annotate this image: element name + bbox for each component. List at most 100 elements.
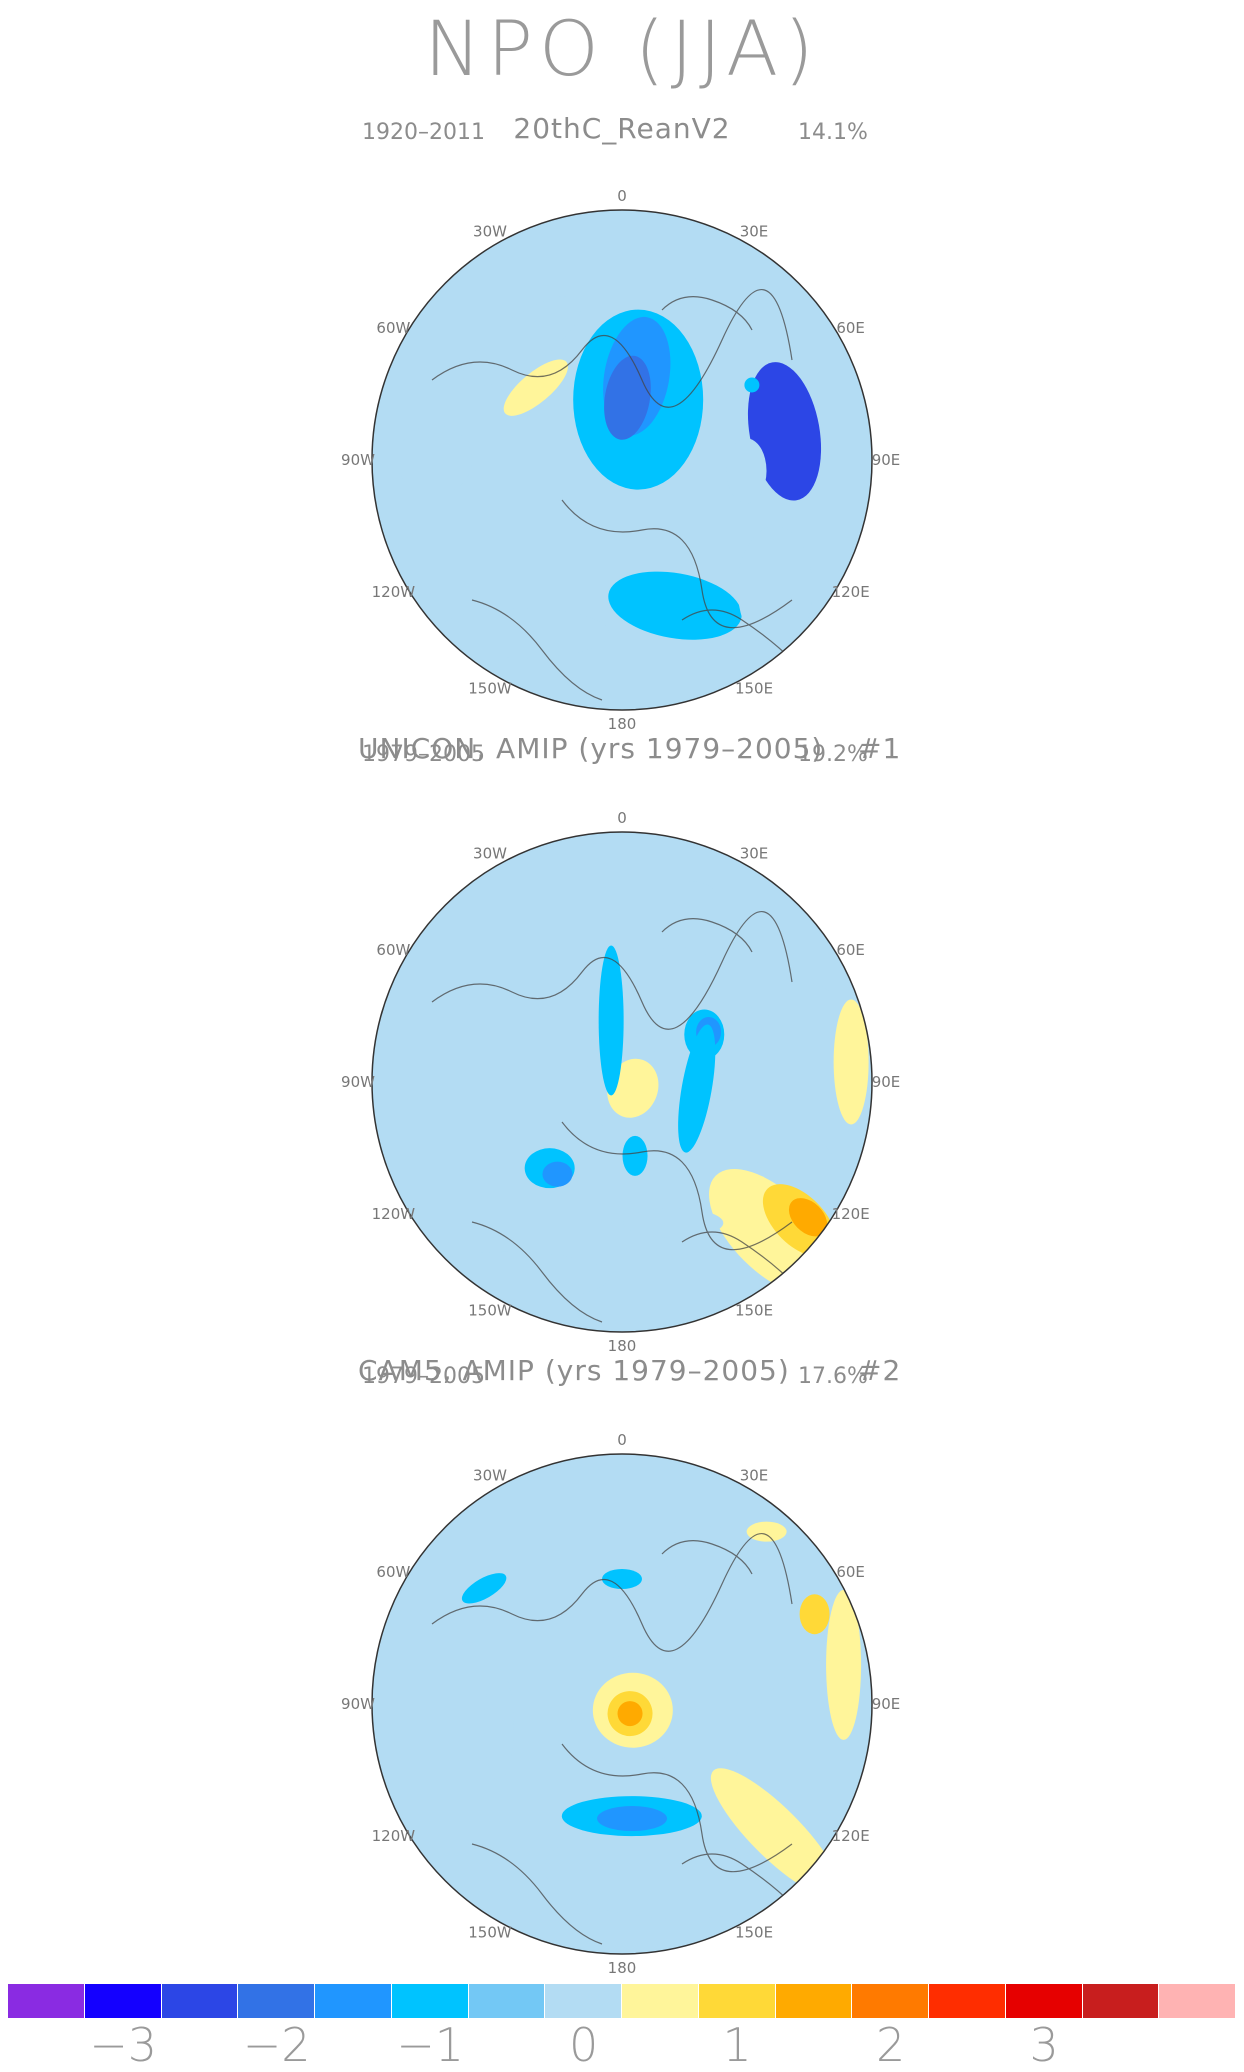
longitude-label: 0 bbox=[617, 1434, 627, 1449]
anomaly-contour bbox=[608, 571, 742, 640]
colorbar-tick-label: 3 bbox=[1029, 2018, 1059, 2072]
longitude-label: 60E bbox=[836, 1563, 865, 1581]
colorbar-swatch bbox=[315, 1984, 392, 2018]
longitude-label: 30W bbox=[473, 1466, 507, 1484]
longitude-label: 60E bbox=[836, 319, 865, 337]
anomaly-contour bbox=[597, 1806, 668, 1832]
longitude-label: 90E bbox=[872, 451, 901, 469]
anomaly-contour bbox=[694, 266, 750, 307]
longitude-label: 150W bbox=[468, 1924, 512, 1942]
polar-map: 180 150E 120E 90E 60E 30E 0 30W 60W 90W 120W 150W bbox=[341, 1434, 901, 1974]
figure-title: NPO (JJA) bbox=[424, 4, 820, 93]
colorbar-swatch bbox=[1005, 1984, 1083, 2018]
longitude-label: 0 bbox=[617, 812, 627, 827]
anomaly-contour bbox=[661, 945, 759, 1009]
anomaly-contour bbox=[434, 608, 610, 659]
colorbar-swatch bbox=[161, 1984, 239, 2018]
anomaly-contour bbox=[788, 1198, 828, 1237]
longitude-label: 30E bbox=[740, 222, 769, 240]
longitude-label: 180 bbox=[608, 715, 637, 730]
longitude-label: 150W bbox=[468, 1302, 512, 1320]
polar-map: 180 150E 120E 90E 60E 30E 0 30W 60W 90W 120W 150W bbox=[341, 812, 900, 1352]
coastline bbox=[431, 1533, 833, 1945]
anomaly-contour bbox=[598, 945, 624, 1096]
longitude-label: 120W bbox=[372, 1827, 416, 1845]
longitude-label: 180 bbox=[608, 1959, 637, 1974]
map-border bbox=[371, 1453, 873, 1955]
panel-number: #1 bbox=[858, 732, 902, 765]
colorbar-swatch bbox=[929, 1984, 1006, 2018]
anomaly-contour bbox=[826, 1589, 862, 1740]
colorbar-tick-label: 1 bbox=[722, 2018, 752, 2072]
longitude-label: 150W bbox=[468, 680, 512, 698]
polar-map: 180 150E 120E 90E 60E 30E 0 30W 60W 90W 120W 150W bbox=[341, 190, 901, 730]
anomaly-contour bbox=[604, 355, 651, 440]
anomaly-contour bbox=[744, 377, 760, 393]
longitude-label: 60W bbox=[376, 941, 410, 959]
panel-title: 20thC_ReanV2 bbox=[513, 112, 731, 145]
longitude-label: 120E bbox=[832, 1205, 870, 1223]
longitude-label: 120W bbox=[372, 1205, 416, 1223]
explained-variance: 19.2% bbox=[798, 742, 868, 767]
anomaly-contour bbox=[483, 1670, 514, 1781]
colorbar-swatch bbox=[391, 1984, 469, 2018]
colorbar-swatch bbox=[468, 1984, 546, 2018]
panel-number: #2 bbox=[858, 1354, 902, 1387]
longitude-label: 90W bbox=[341, 1073, 375, 1091]
colorbar-swatch bbox=[852, 1984, 929, 2018]
anomaly-contour bbox=[799, 1594, 830, 1635]
anomaly-contour bbox=[744, 983, 850, 1181]
longitude-label: 60W bbox=[376, 1563, 410, 1581]
longitude-label: 30W bbox=[473, 844, 507, 862]
anomaly-contour bbox=[542, 1161, 573, 1187]
longitude-label: 120E bbox=[832, 1827, 870, 1845]
longitude-label: 90W bbox=[341, 1695, 375, 1713]
longitude-label: 90W bbox=[341, 451, 375, 469]
colorbar-tick-label: −2 bbox=[242, 2018, 311, 2072]
colorbar-swatch bbox=[545, 1984, 622, 2018]
longitude-label: 60W bbox=[376, 319, 410, 337]
longitude-label: 120W bbox=[372, 583, 416, 601]
coastline bbox=[431, 911, 833, 1323]
map-border bbox=[371, 209, 873, 711]
longitude-label: 30W bbox=[473, 222, 507, 240]
longitude-label: 150E bbox=[735, 1924, 773, 1942]
anomaly-contour bbox=[662, 1526, 807, 1614]
panel-title: CAM5, AMIP (yrs 1979–2005) bbox=[358, 1354, 790, 1387]
colorbar-swatch bbox=[1082, 1984, 1160, 2018]
colorbar-tick-label: 2 bbox=[875, 2018, 906, 2072]
longitude-label: 30E bbox=[740, 1466, 769, 1484]
anomaly-contour bbox=[746, 1521, 787, 1542]
anomaly-contour bbox=[737, 526, 813, 652]
map-border bbox=[371, 831, 873, 1333]
colorbar-swatch bbox=[1159, 1984, 1236, 2018]
anomaly-contour bbox=[617, 1701, 643, 1727]
longitude-label: 150E bbox=[735, 1302, 773, 1320]
longitude-label: 90E bbox=[872, 1695, 901, 1713]
coastline bbox=[431, 289, 833, 701]
colorbar-swatch bbox=[622, 1984, 699, 2018]
anomaly-contour bbox=[623, 1207, 724, 1238]
longitude-label: 30E bbox=[740, 844, 769, 862]
longitude-label: 60E bbox=[836, 941, 865, 959]
colorbar-swatch bbox=[238, 1984, 315, 2018]
colorbar-tick-label: −3 bbox=[89, 2018, 158, 2072]
anomaly-contour bbox=[833, 999, 869, 1125]
colorbar-swatch bbox=[84, 1984, 162, 2018]
panel-title: UNICON, AMIP (yrs 1979–2005) bbox=[358, 732, 824, 765]
period-label: 1979–2005 bbox=[362, 1364, 485, 1389]
colorbar-swatch bbox=[8, 1984, 85, 2018]
longitude-label: 120E bbox=[832, 583, 870, 601]
explained-variance: 17.6% bbox=[798, 1364, 868, 1389]
longitude-label: 150E bbox=[735, 680, 773, 698]
colorbar-swatch bbox=[698, 1984, 776, 2018]
colorbar-swatch bbox=[775, 1984, 853, 2018]
explained-variance: 14.1% bbox=[798, 120, 868, 145]
longitude-label: 0 bbox=[617, 190, 627, 205]
colorbar-tick-label: 0 bbox=[568, 2018, 599, 2072]
longitude-label: 180 bbox=[608, 1337, 637, 1352]
anomaly-contour bbox=[622, 1135, 648, 1176]
anomaly-contour bbox=[607, 1058, 659, 1118]
anomaly-contour bbox=[397, 425, 472, 495]
anomaly-contour bbox=[710, 1768, 840, 1897]
